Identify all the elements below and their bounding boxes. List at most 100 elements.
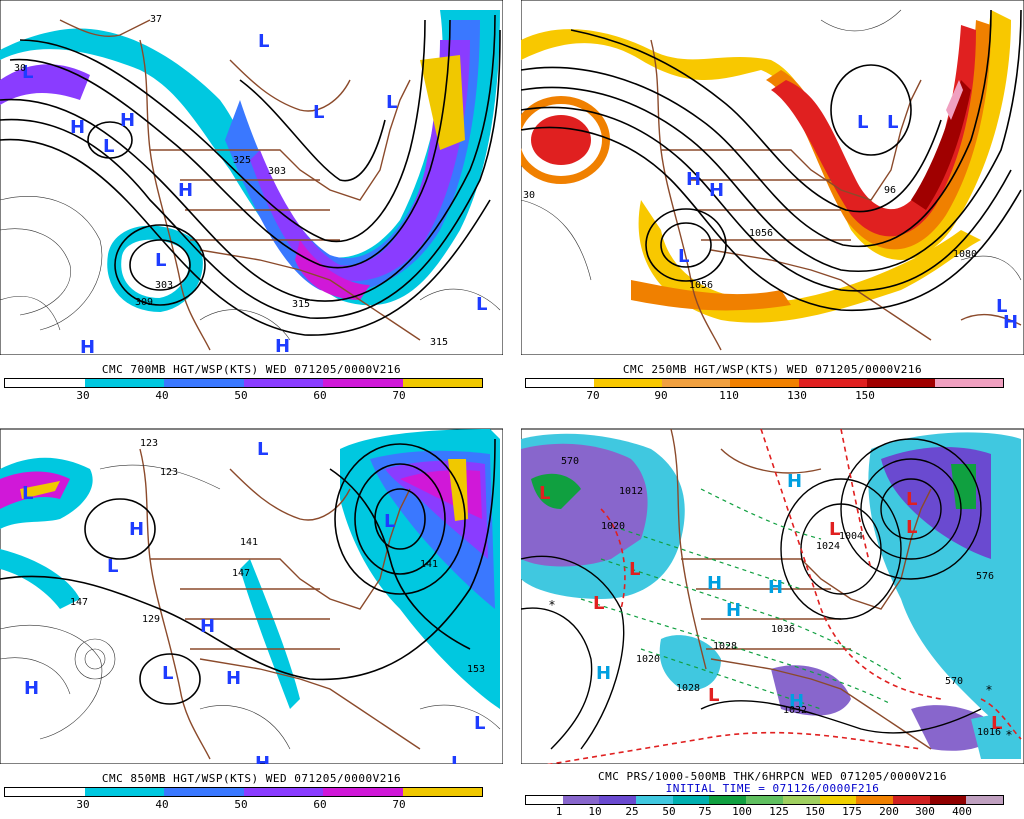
colorbar-label: 200 <box>879 805 899 818</box>
high-symbol: H <box>178 180 193 201</box>
high-symbol: H <box>129 519 144 540</box>
low-symbol: L <box>991 713 1002 734</box>
colorbar-label: 30 <box>76 389 90 402</box>
high-symbol: H <box>255 753 270 764</box>
contour-label: 141 <box>240 537 258 548</box>
high-symbol: H <box>80 337 95 355</box>
low-symbol: L <box>384 511 395 532</box>
colorbar-label: 50 <box>234 389 248 402</box>
colorbar-prs <box>525 795 1004 805</box>
contour-label: 123 <box>140 438 158 449</box>
colorbar-label: 125 <box>769 805 789 818</box>
contour-label: 315 <box>292 299 310 310</box>
panel-prs-thk: * * * L L L L H H H H H L L L L H 570 10… <box>521 409 1024 819</box>
colorbar-label: 1 <box>555 805 563 818</box>
colorbar-label: 90 <box>654 389 668 402</box>
contour-label: 315 <box>430 337 448 348</box>
precip-area-west-c <box>531 473 581 509</box>
low-symbol: L <box>451 753 462 764</box>
colorbar-label: 50 <box>234 798 248 811</box>
low-symbol: L <box>257 439 268 460</box>
low-symbol: L <box>476 294 487 315</box>
geography-700 <box>59 19 421 351</box>
colorbar-label: 75 <box>698 805 712 818</box>
high-symbol: H <box>226 668 241 689</box>
jet-band-150 <box>911 80 971 210</box>
colorbar-label: 130 <box>787 389 807 402</box>
wind-band-850-mid-b <box>0 549 80 609</box>
high-symbol: H <box>707 573 722 594</box>
low-symbol: L <box>386 92 397 113</box>
low-symbol: L <box>906 489 917 510</box>
contour-label: 1028 <box>713 641 737 652</box>
colorbar-label: 70 <box>392 798 406 811</box>
contour-label: 1004 <box>839 531 863 542</box>
low-symbol: L <box>887 112 898 133</box>
high-symbol: H <box>1003 312 1018 333</box>
contour-label: 1028 <box>676 683 700 694</box>
high-symbol: H <box>726 600 741 621</box>
panel-850mb: L H L H L H L H H L L L 123 123 141 147 … <box>0 409 503 819</box>
colorbar-label: 30 <box>76 798 90 811</box>
high-symbol: H <box>709 180 724 201</box>
low-symbol: L <box>162 663 173 684</box>
height-contours-700 <box>0 14 501 336</box>
high-symbol: H <box>787 471 802 492</box>
contour-label: 37 <box>150 14 162 25</box>
high-symbol: H <box>200 616 215 637</box>
contour-label: 1020 <box>636 654 660 665</box>
subcaption-initial-time: INITIAL TIME = 071126/0000F216 <box>665 782 880 795</box>
contour-label: 1020 <box>601 521 625 532</box>
contour-labels-850: 123 123 141 147 147 153 129 141 <box>70 438 485 675</box>
high-symbol: H <box>686 169 701 190</box>
colorbar-label: 40 <box>155 798 169 811</box>
low-symbol: L <box>155 250 166 271</box>
low-symbol: L <box>629 559 640 580</box>
colorbar-label: 25 <box>625 805 639 818</box>
contour-label: 30 <box>14 63 26 74</box>
colorbar-label: 150 <box>855 389 875 402</box>
jet-band-lower <box>638 200 981 323</box>
contour-label: 309 <box>135 297 153 308</box>
low-symbol: L <box>258 31 269 52</box>
low-symbol: L <box>22 62 33 83</box>
pressure-centers-250: H H L L L L H <box>678 112 1018 333</box>
jet-south <box>631 280 791 311</box>
colorbar-label: 10 <box>588 805 602 818</box>
thin-contours-250 <box>521 9 1022 281</box>
contour-label: 30 <box>523 190 535 201</box>
low-symbol: L <box>593 593 604 614</box>
low-symbol: L <box>906 517 917 538</box>
contour-label: 147 <box>232 568 250 579</box>
thickness-contours-cold <box>580 488 902 710</box>
colorbar-700mb <box>4 378 483 388</box>
low-symbol: L <box>678 246 689 267</box>
low-symbol: L <box>996 296 1007 317</box>
high-symbol: H <box>768 577 783 598</box>
thin-contours-850 <box>0 464 501 750</box>
contour-label: 1024 <box>816 541 840 552</box>
jet-west-core <box>531 115 591 165</box>
high-symbol: H <box>789 691 804 712</box>
contour-labels-prs: 570 1012 1004 1028 1020 1036 1032 570 10… <box>561 456 1001 738</box>
contour-label: 303 <box>155 280 173 291</box>
panel-700mb: L H H L H L L H H L L L 30 303 309 315 3… <box>0 0 503 410</box>
star-marker: * <box>549 598 555 612</box>
precip-area-mid <box>659 635 721 691</box>
height-contours-250 <box>521 9 1022 312</box>
caption-700mb: CMC 700MB HGT/WSP(KTS) WED 071205/0000V2… <box>101 363 402 376</box>
geography-prs <box>670 428 932 750</box>
wind-max-700 <box>420 55 465 150</box>
contour-label: 570 <box>561 456 579 467</box>
map-700mb: L H H L H L L H H L L L 30 303 309 315 3… <box>0 0 503 355</box>
contour-label: 1080 <box>953 249 977 260</box>
colorbar-label: 100 <box>732 805 752 818</box>
low-symbol: L <box>474 713 485 734</box>
high-symbol: H <box>120 110 135 131</box>
caption-prs-thk: CMC PRS/1000-500MB THK/6HRPCN WED 071205… <box>597 770 947 783</box>
thickness-contours-warm <box>546 428 1022 764</box>
contour-label: 303 <box>268 166 286 177</box>
thin-contours-700 <box>0 196 501 341</box>
contour-label: 1036 <box>771 624 795 635</box>
contour-label: 1032 <box>783 705 807 716</box>
